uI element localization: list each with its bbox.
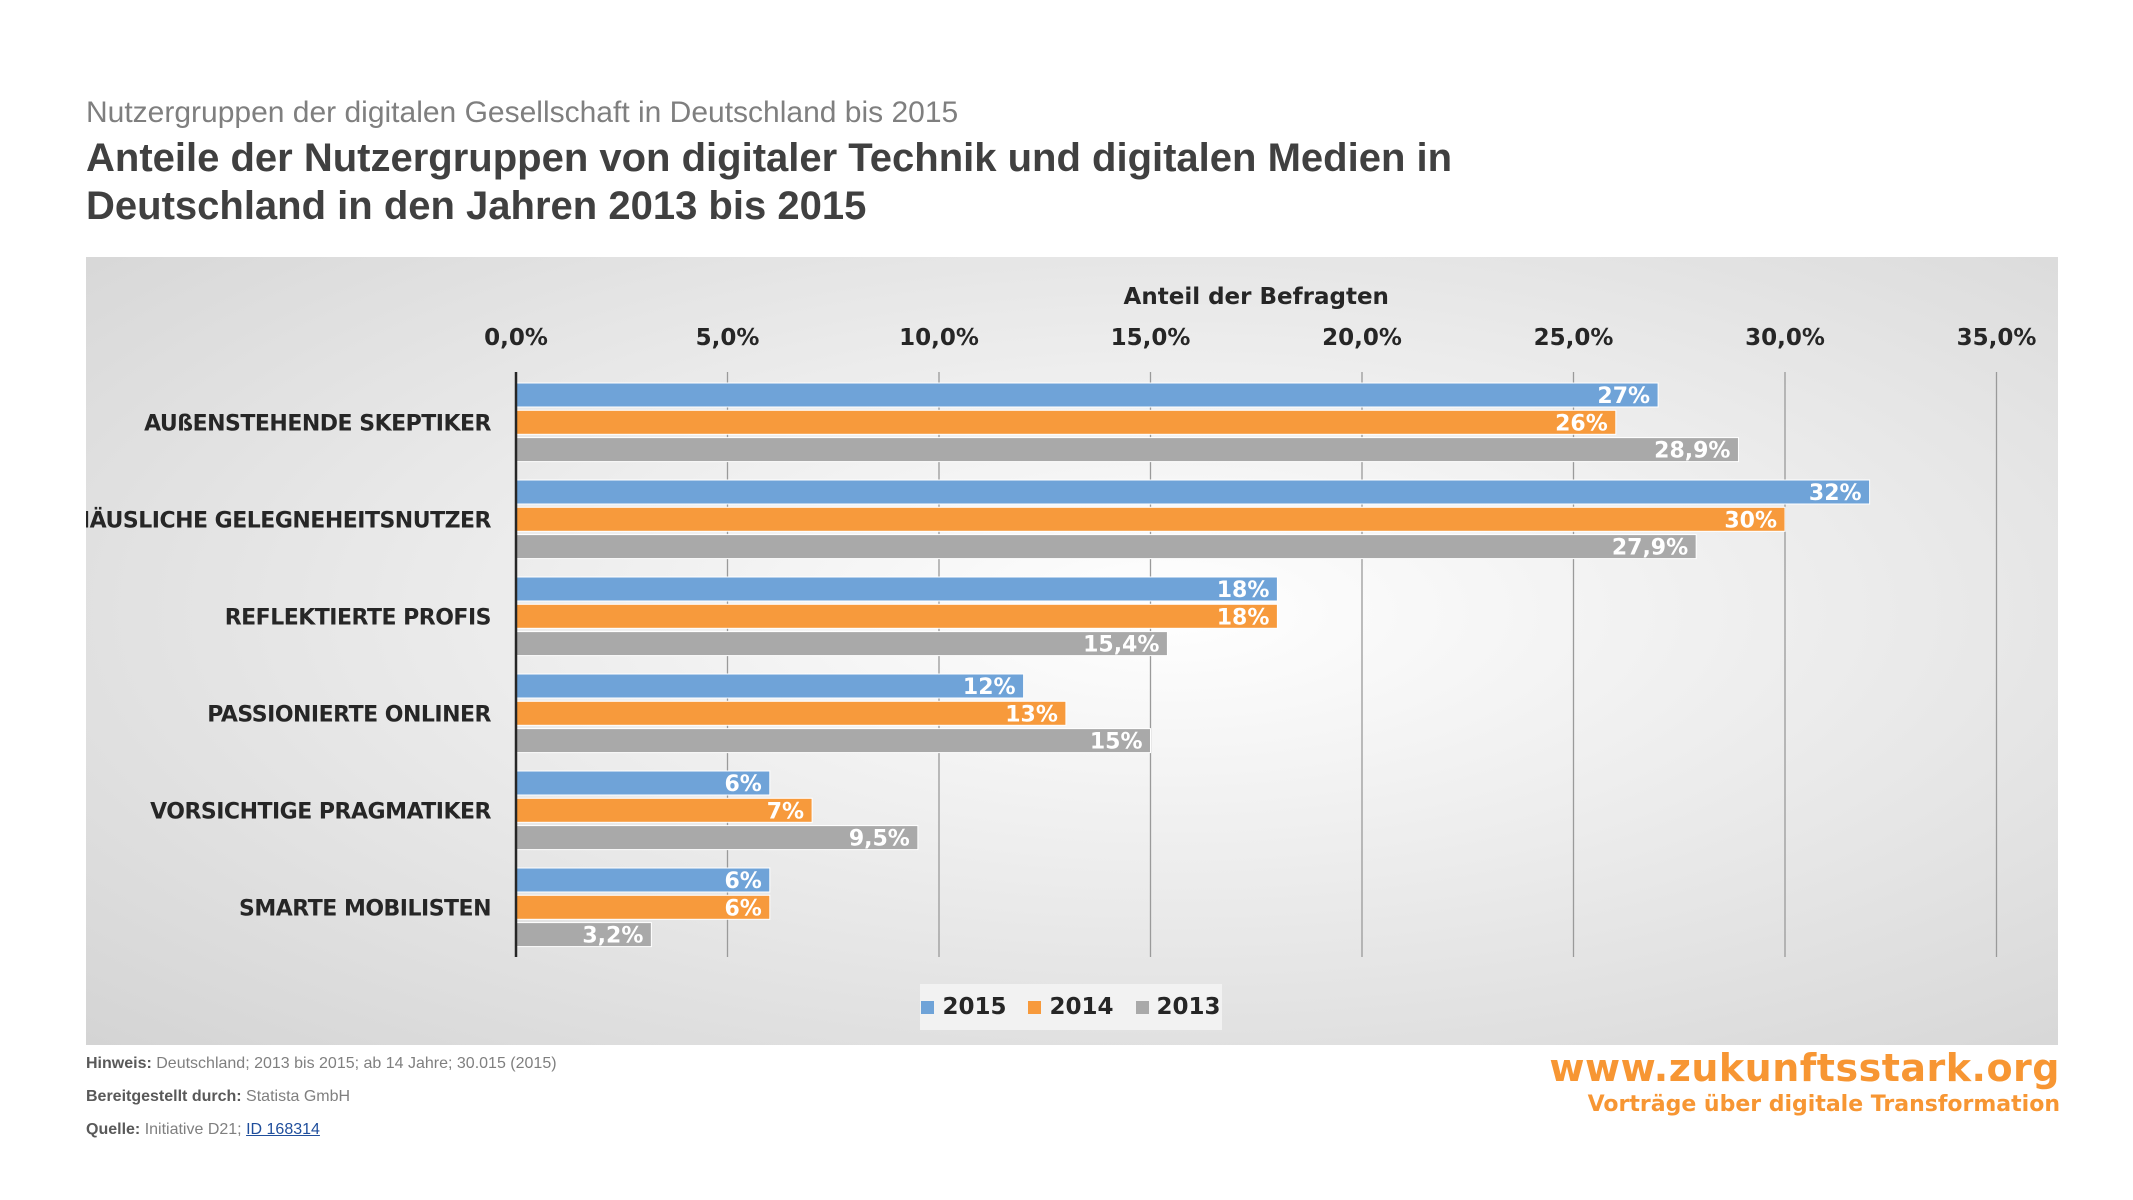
bar [515, 576, 1278, 602]
category-label: HÄUSLICHE GELEGNEHEITSNUTZER [86, 507, 492, 533]
category-label: REFLEKTIERTE PROFIS [225, 605, 491, 630]
bar-value-label: 6% [724, 772, 761, 797]
bar-value-label: 27,9% [1612, 536, 1688, 561]
x-axis-title: Anteil der Befragten [1124, 284, 1389, 310]
note-hinweis-text: Deutschland; 2013 bis 2015; ab 14 Jahre;… [156, 1055, 557, 1072]
x-tick-label: 0,0% [484, 325, 548, 351]
category-label: PASSIONIERTE ONLINER [207, 702, 491, 727]
x-tick-label: 25,0% [1534, 325, 1614, 351]
note-hinweis-label: Hinweis: [86, 1055, 152, 1072]
bar-chart: Anteil der Befragten 0,0% 5,0% 10,0% 15,0% 20… [86, 284, 2037, 957]
bar-value-label: 30% [1724, 508, 1777, 533]
legend-item: 2014 [1028, 994, 1114, 1020]
bar [515, 506, 1786, 532]
x-tick-label: 5,0% [696, 325, 760, 351]
bar [515, 409, 1617, 435]
x-tick-label: 30,0% [1745, 325, 1825, 351]
bar-value-label: 15% [1090, 730, 1143, 755]
bar-value-label: 9,5% [849, 827, 910, 852]
bar-value-label: 7% [767, 799, 804, 824]
note-bereitgestellt: Bereitgestellt durch: Statista GmbH [86, 1087, 557, 1120]
chart-subtitle: Nutzergruppen der digitalen Gesellschaft… [86, 96, 959, 129]
bar [515, 479, 1871, 505]
category-label: SMARTE MOBILISTEN [239, 896, 491, 921]
bar-value-label: 12% [963, 675, 1016, 700]
bar [515, 673, 1025, 699]
bar [515, 894, 771, 920]
note-hinweis: Hinweis: Deutschland; 2013 bis 2015; ab … [86, 1054, 557, 1087]
bar [515, 825, 919, 851]
legend-swatch [921, 1000, 935, 1014]
x-tick-label: 10,0% [899, 325, 979, 351]
chart-panel: Anteil der Befragten 0,0% 5,0% 10,0% 15,0% 20… [86, 257, 2058, 1045]
bar [515, 728, 1151, 754]
bar [515, 631, 1168, 657]
legend-swatch [1028, 1000, 1042, 1014]
note-quelle-label: Quelle: [86, 1121, 141, 1138]
bar-value-label: 6% [724, 869, 761, 894]
brand-url[interactable]: www.zukunftsstark.org [1549, 1046, 2060, 1090]
brand-claim: Vorträge über digitale Transformation [1587, 1092, 2060, 1117]
legend-label: 2015 [942, 994, 1007, 1020]
bar [515, 700, 1067, 726]
source-notes: Hinweis: Deutschland; 2013 bis 2015; ab … [86, 1054, 557, 1153]
bar-value-label: 6% [724, 896, 761, 921]
bar [515, 382, 1659, 408]
x-tick-label: 20,0% [1322, 325, 1402, 351]
note-quelle-text: Initiative D21; [144, 1121, 242, 1138]
category-label: VORSICHTIGE PRAGMATIKER [150, 799, 491, 824]
note-quelle: Quelle: Initiative D21; ID 168314 [86, 1120, 557, 1153]
bar-value-label: 28,9% [1654, 439, 1730, 464]
note-bereitgestellt-label: Bereitgestellt durch: [86, 1088, 242, 1105]
bar [515, 437, 1739, 463]
source-id-link[interactable]: ID 168314 [246, 1121, 320, 1138]
category-label: AUßENSTEHENDE SKEPTIKER [144, 411, 491, 436]
legend-swatch [1135, 1000, 1149, 1014]
bar [515, 922, 652, 948]
bar-value-label: 18% [1217, 605, 1270, 630]
bar-value-label: 26% [1555, 411, 1608, 436]
x-tick-label: 35,0% [1957, 325, 2037, 351]
brand-block: www.zukunftsstark.org Vorträge über digi… [1549, 1046, 2060, 1117]
bar-value-label: 13% [1005, 702, 1058, 727]
bar-value-label: 27% [1597, 384, 1650, 409]
bar-value-label: 15,4% [1083, 633, 1159, 658]
legend-item: 2013 [1135, 994, 1221, 1020]
bar-value-label: 18% [1217, 578, 1270, 603]
legend-label: 2014 [1049, 994, 1114, 1020]
chart-title: Anteile der Nutzergruppen von digitaler … [86, 136, 1453, 228]
legend-label: 2013 [1156, 994, 1221, 1020]
note-bereitgestellt-text: Statista GmbH [246, 1088, 351, 1105]
bar [515, 534, 1697, 560]
chart-legend: 2015 2014 2013 [920, 984, 1222, 1030]
bar-value-label: 32% [1809, 481, 1862, 506]
bar [515, 797, 813, 823]
bar [515, 603, 1278, 629]
legend-item: 2015 [921, 994, 1006, 1020]
bar-value-label: 3,2% [582, 924, 643, 949]
x-tick-label: 15,0% [1111, 325, 1191, 351]
